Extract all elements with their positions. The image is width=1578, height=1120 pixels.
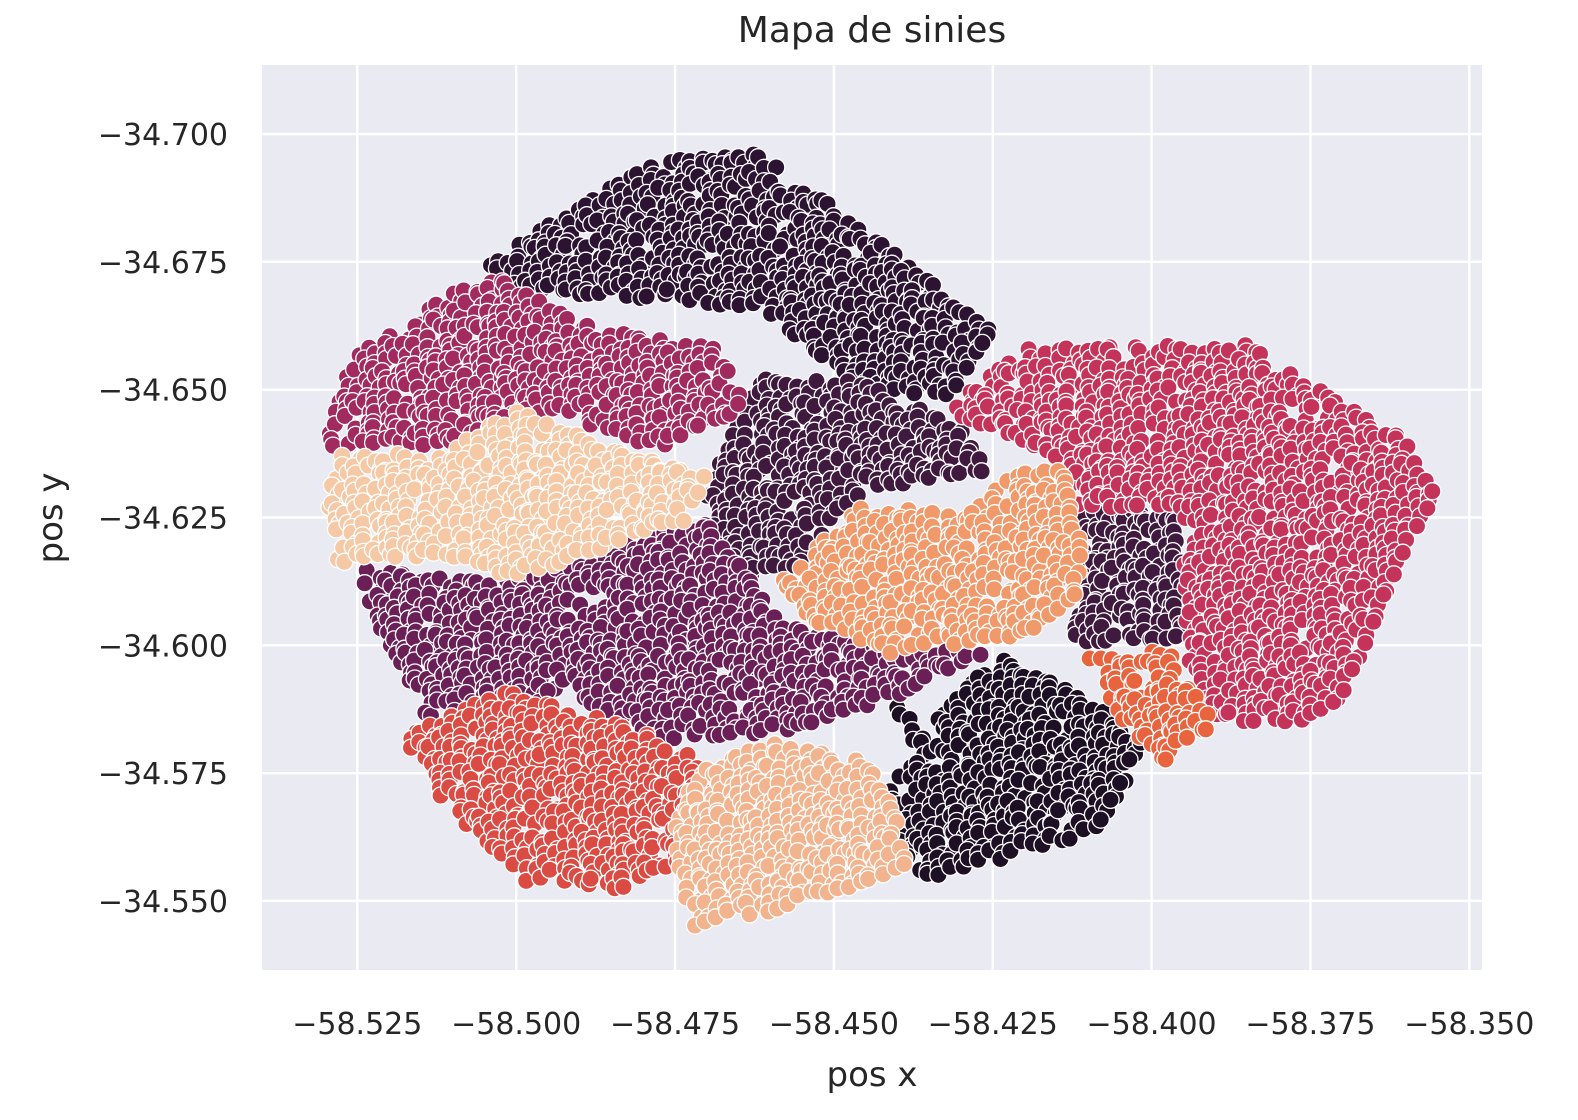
data-point xyxy=(972,462,991,481)
data-point xyxy=(1156,750,1175,769)
data-point xyxy=(1024,618,1043,638)
data-point xyxy=(540,860,560,880)
data-point xyxy=(1104,626,1123,645)
data-point xyxy=(1196,720,1216,739)
data-point xyxy=(1418,499,1437,518)
data-point xyxy=(688,416,708,435)
data-point xyxy=(1384,565,1404,584)
cluster-1 xyxy=(481,145,998,404)
data-point xyxy=(957,358,976,378)
data-point xyxy=(581,869,600,888)
data-point xyxy=(1201,505,1220,525)
data-point xyxy=(1125,671,1144,691)
data-point xyxy=(973,333,992,353)
data-point xyxy=(1364,612,1383,632)
data-point xyxy=(1091,810,1110,829)
data-point xyxy=(614,877,633,897)
data-point xyxy=(1065,584,1084,604)
cluster-5 xyxy=(320,272,749,455)
data-point xyxy=(1374,585,1393,604)
data-point xyxy=(657,280,677,299)
data-point xyxy=(1423,482,1442,501)
cluster-4 xyxy=(857,651,1151,885)
data-point xyxy=(1393,543,1413,563)
data-point xyxy=(1060,829,1079,848)
data-point xyxy=(718,361,737,381)
data-point xyxy=(1120,750,1139,769)
data-point xyxy=(1127,496,1147,515)
data-point xyxy=(1342,660,1362,679)
data-point xyxy=(1271,520,1291,539)
data-point xyxy=(1101,790,1120,810)
data-point xyxy=(1407,516,1427,536)
data-point xyxy=(1302,397,1321,417)
data-point xyxy=(728,394,748,414)
data-point xyxy=(971,645,990,665)
data-point xyxy=(1070,546,1090,565)
points xyxy=(320,145,1442,935)
data-point xyxy=(1355,633,1375,653)
data-point xyxy=(1110,773,1130,793)
data-point xyxy=(770,237,790,256)
data-point xyxy=(637,287,656,306)
data-point xyxy=(1177,728,1197,748)
data-point xyxy=(1334,681,1353,700)
cluster-2 xyxy=(697,370,991,588)
data-point xyxy=(904,383,924,403)
data-point xyxy=(1219,703,1238,722)
